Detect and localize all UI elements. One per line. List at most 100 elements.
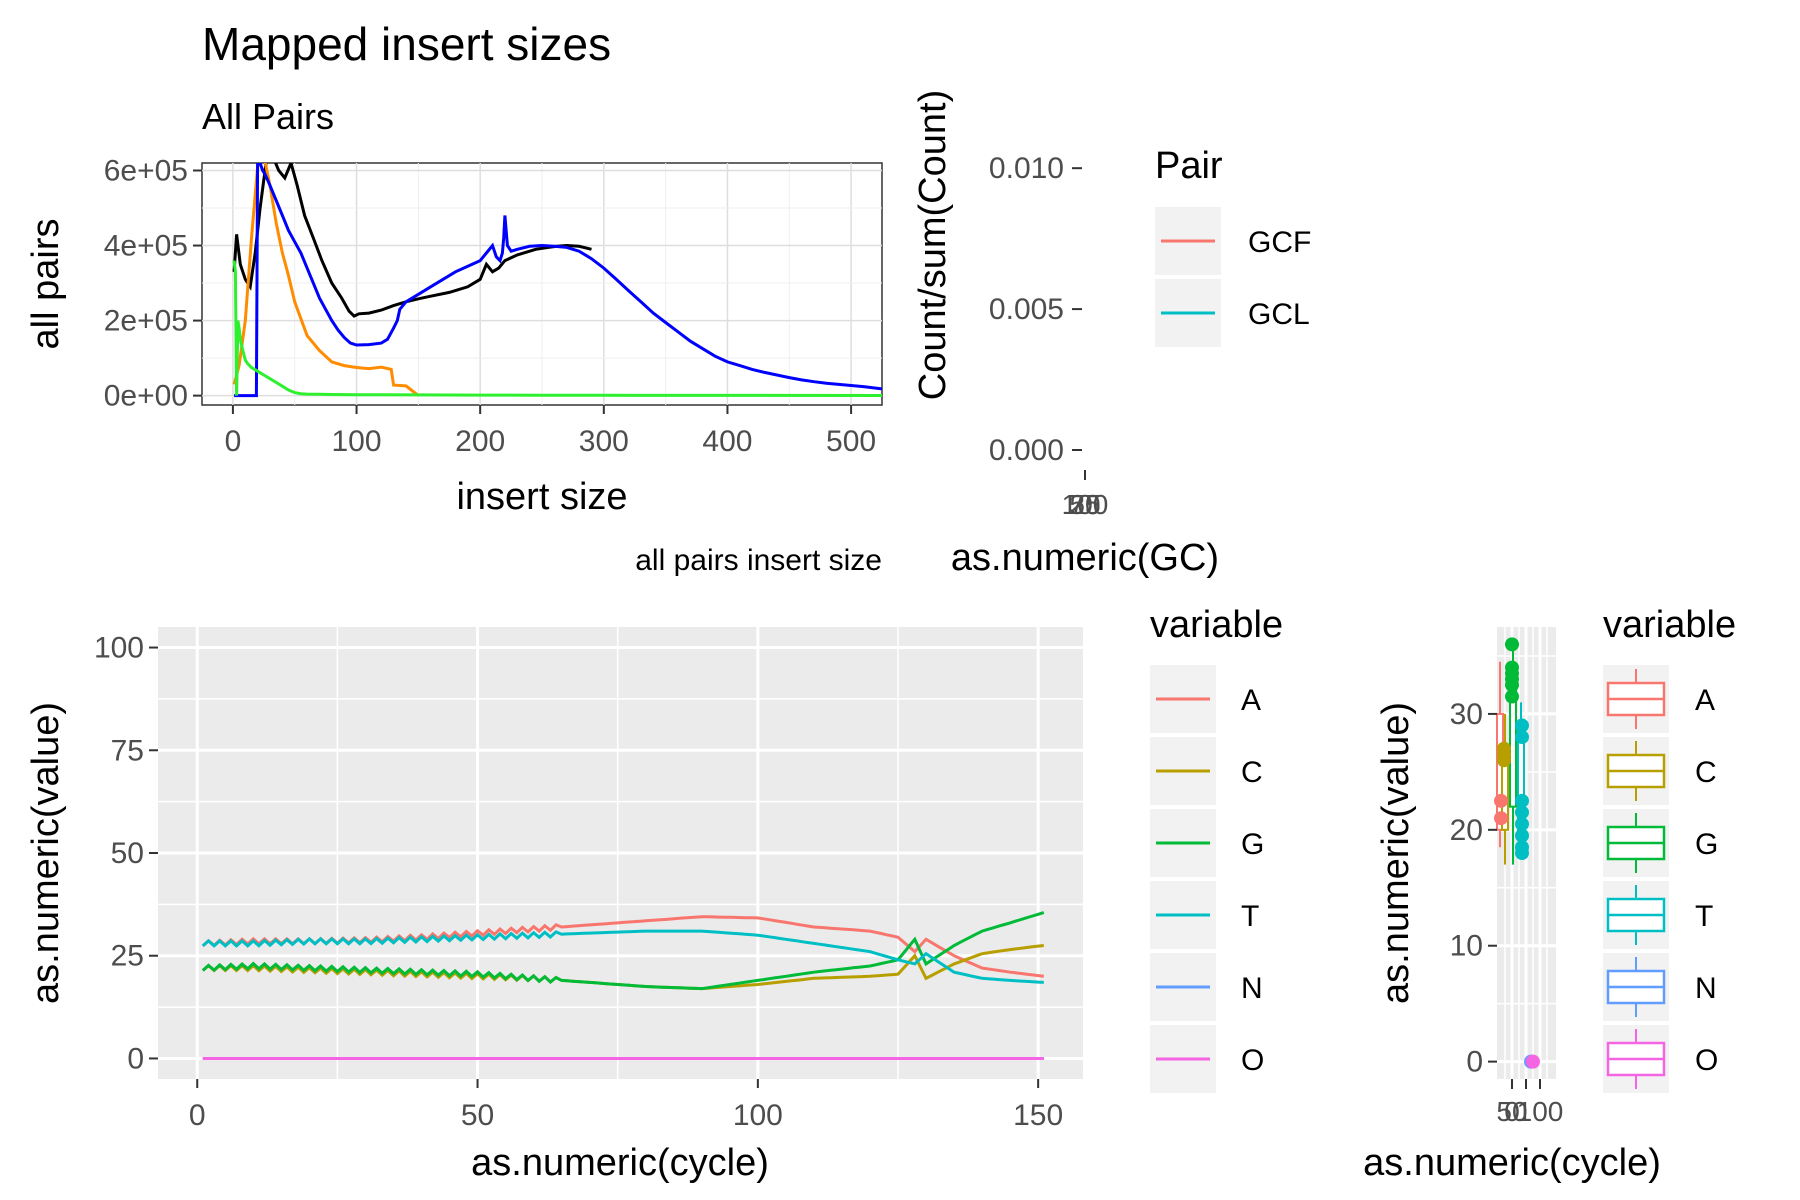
box-outlier-point (1515, 718, 1529, 733)
box-y-ticks: 0 10 20 30 (1450, 698, 1497, 1079)
cycle-legend-label: A (1241, 684, 1261, 717)
gc-legend: GCF GCL (1155, 207, 1311, 347)
box-outlier-point (1515, 846, 1529, 860)
insert-chart-subtitle: All Pairs (202, 96, 334, 137)
insert-x-tick-label: 200 (455, 425, 505, 458)
cycle-line-panel: 0 50 100 150 0 25 50 75 100 as.numeric(cycle) a… (25, 604, 1283, 1184)
insert-y-tick-label: 0e+00 (104, 380, 188, 413)
cycle-x-tick-label: 100 (733, 1099, 783, 1132)
gc-legend-title: Pair (1155, 145, 1223, 187)
gc-y-axis-label: Count/sum(Count) (912, 90, 954, 400)
insert-series-line-3 (232, 260, 882, 397)
gc-x-axis-label: as.numeric(GC) (951, 537, 1219, 579)
box-legend: A C G T N O (1603, 665, 1718, 1093)
box-outlier-point (1515, 730, 1529, 745)
cycle-legend-label: N (1241, 972, 1263, 1005)
insert-x-ticks: 0 100 200 300 400 500 (225, 405, 876, 458)
box-outlier-point (1505, 689, 1519, 704)
gc-legend-label: GCL (1248, 298, 1310, 331)
box-x-tick-label: 100 (1517, 1096, 1564, 1127)
cycle-legend-title: variable (1150, 604, 1283, 646)
box-y-tick-label: 10 (1450, 930, 1483, 963)
cycle-y-tick-label: 50 (111, 837, 144, 870)
cycle-y-tick-label: 100 (94, 632, 144, 665)
box-x-ticks (1511, 1079, 1541, 1089)
insert-x-tick-label: 0 (225, 425, 242, 458)
box-legend-label: C (1695, 756, 1717, 789)
box-outlier-point (1515, 805, 1529, 820)
insert-series-line-1 (232, 163, 420, 397)
box-y-tick-label: 30 (1450, 698, 1483, 731)
box-legend-title: variable (1603, 604, 1736, 646)
gc-panel: 0.000 0.005 0.010 100 25 50 75 as.numeric(… (912, 90, 1311, 579)
gc-legend-label: GCF (1248, 226, 1311, 259)
cycle-series-line-T (201, 929, 1044, 984)
box-outlier-point (1515, 793, 1529, 808)
insert-grid (202, 163, 882, 405)
box-outlier-point (1494, 793, 1508, 808)
box-legend-label: A (1695, 684, 1715, 717)
insert-y-tick-label: 2e+05 (104, 305, 188, 338)
box-x-tick-label: 0 (1504, 1096, 1520, 1127)
box-y-tick-label: 0 (1466, 1046, 1483, 1079)
cycle-y-tick-label: 75 (111, 734, 144, 767)
insert-x-tick-label: 400 (702, 425, 752, 458)
gc-x-tick-label: 25 (1069, 489, 1100, 520)
box-legend-label: N (1695, 972, 1717, 1005)
gc-y-ticks: 0.000 0.005 0.010 (989, 152, 1082, 467)
cycle-x-tick-label: 150 (1013, 1099, 1063, 1132)
cycle-x-tick-label: 0 (189, 1099, 206, 1132)
insert-caption: all pairs insert size (635, 544, 882, 577)
insert-series (232, 163, 882, 398)
box-y-tick-label: 20 (1450, 814, 1483, 847)
insert-x-tick-label: 300 (579, 425, 629, 458)
insert-y-ticks: 0e+00 2e+05 4e+05 6e+05 (104, 155, 202, 413)
cycle-legend-label: G (1241, 828, 1264, 861)
cycle-box-panel: 0 10 20 30 0 50 100 as.numeric(cycle) as.nu… (1363, 604, 1736, 1184)
cycle-legend-label: C (1241, 756, 1263, 789)
cycle-legend-label: T (1241, 900, 1259, 933)
cycle-legend: A C G T N O (1150, 665, 1264, 1093)
cycle-series-line-G (201, 911, 1045, 991)
box-x-tick-labels: 0 50 100 (1496, 1096, 1563, 1127)
insert-x-tick-label: 100 (332, 425, 382, 458)
gc-x-tick-label: 75 (1069, 489, 1100, 520)
gc-y-tick-label: 0.005 (989, 293, 1064, 326)
box-legend-label: O (1695, 1044, 1718, 1077)
insert-series-line-2 (234, 163, 882, 398)
box-outlier-point (1497, 753, 1511, 768)
insert-chart-title: Mapped insert sizes (202, 18, 611, 70)
cycle-y-ticks: 0 25 50 75 100 (94, 632, 158, 1075)
cycle-y-tick-label: 25 (111, 940, 144, 973)
cycle-y-tick-label: 0 (127, 1042, 144, 1075)
insert-series-line-0 (232, 163, 592, 318)
gc-y-tick-label: 0.000 (989, 434, 1064, 467)
insert-x-tick-label: 500 (826, 425, 876, 458)
box-x-tick-label: 50 (1496, 1096, 1527, 1127)
cycle-y-axis-label: as.numeric(value) (25, 702, 67, 1004)
insert-y-tick-label: 4e+05 (104, 230, 188, 263)
box-outlier-point (1515, 828, 1529, 843)
box-legend-label: T (1695, 900, 1713, 933)
cycle-legend-label: O (1241, 1044, 1264, 1077)
gc-x-tick-label: 100 (1062, 489, 1109, 520)
insert-y-axis-label: all pairs (25, 219, 67, 350)
box-marks (1494, 637, 1540, 1069)
box-outlier-point (1494, 811, 1508, 826)
box-outlier-point (1515, 817, 1529, 832)
box-zero-point (1526, 1054, 1540, 1069)
gc-y-tick-label: 0.010 (989, 152, 1064, 185)
cycle-x-axis-label: as.numeric(cycle) (471, 1142, 769, 1184)
box-y-axis-label: as.numeric(value) (1375, 702, 1417, 1004)
box-outlier-point (1505, 637, 1519, 652)
box-legend-label: G (1695, 828, 1718, 861)
insert-size-panel: Mapped insert sizes All Pairs 0 100 200 300… (25, 18, 883, 577)
insert-x-axis-label: insert size (456, 476, 627, 518)
insert-y-tick-label: 6e+05 (104, 155, 188, 188)
box-outlier-point (1505, 677, 1519, 692)
cycle-x-ticks: 0 50 100 150 (189, 1079, 1063, 1132)
cycle-x-tick-label: 50 (461, 1099, 494, 1132)
gc-x-tick-labels: 100 25 50 75 (1062, 489, 1109, 520)
gc-x-tick-label: 50 (1069, 489, 1100, 520)
